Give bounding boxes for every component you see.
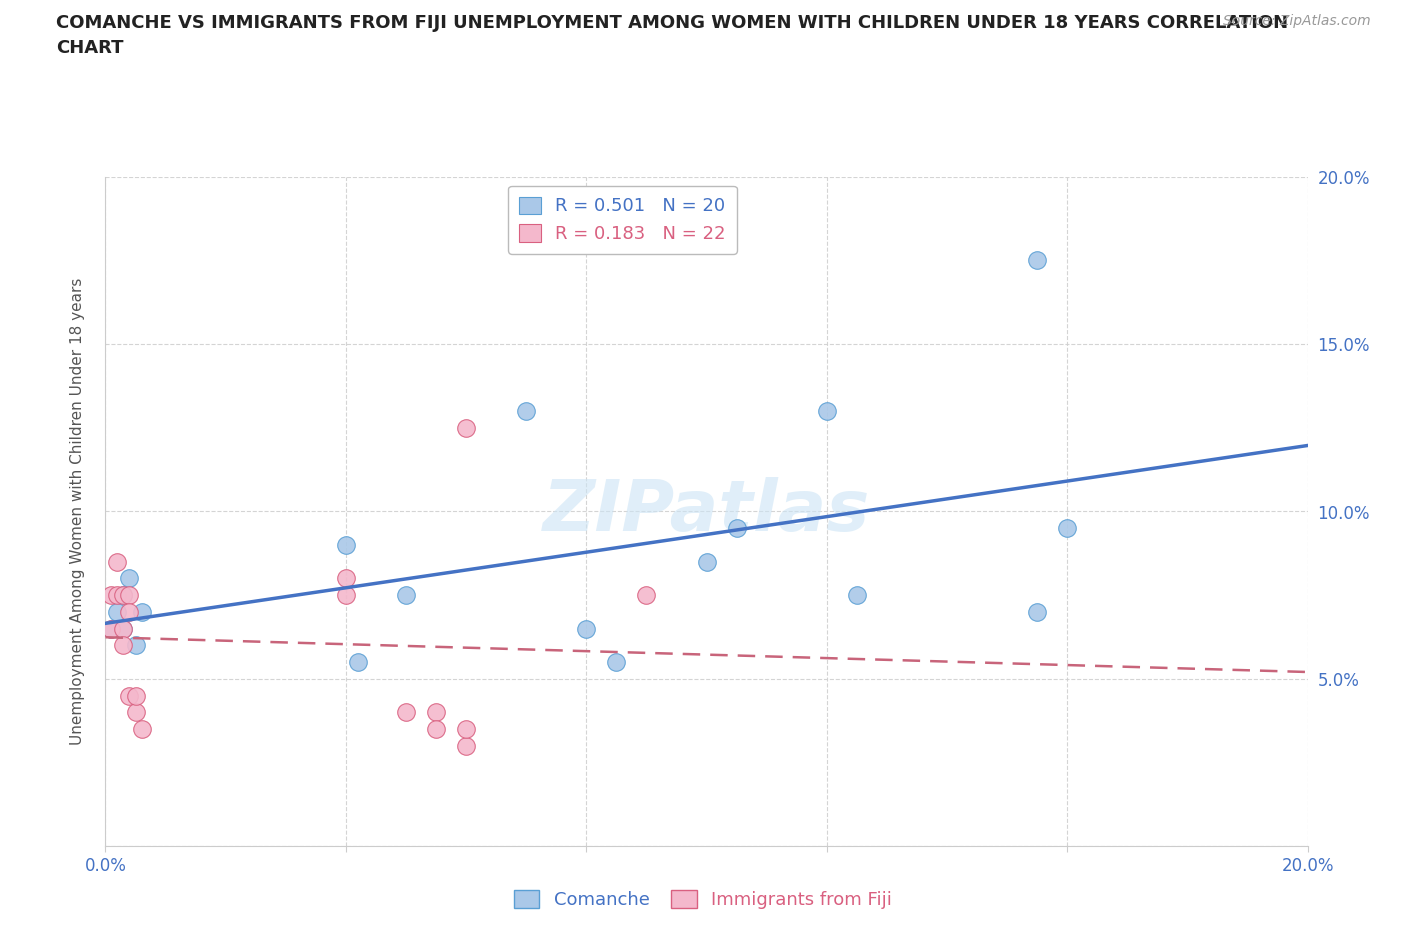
Point xyxy=(118,571,141,586)
Text: ZIPatlas: ZIPatlas xyxy=(543,477,870,546)
Point xyxy=(124,688,146,703)
Point xyxy=(107,588,129,603)
Point xyxy=(131,604,153,619)
Point xyxy=(1026,604,1049,619)
Point xyxy=(454,738,477,753)
Point xyxy=(112,588,135,603)
Point xyxy=(1026,253,1049,268)
Point xyxy=(815,404,838,418)
Point xyxy=(112,638,135,653)
Point xyxy=(124,705,146,720)
Point xyxy=(395,705,418,720)
Point xyxy=(335,588,357,603)
Point xyxy=(636,588,658,603)
Point xyxy=(425,705,447,720)
Point xyxy=(118,588,141,603)
Point xyxy=(605,655,627,670)
Point xyxy=(1056,521,1078,536)
Point xyxy=(107,554,129,569)
Point xyxy=(515,404,537,418)
Point xyxy=(335,571,357,586)
Point xyxy=(454,722,477,737)
Point xyxy=(100,621,122,636)
Point xyxy=(845,588,868,603)
Point xyxy=(335,538,357,552)
Point xyxy=(725,521,748,536)
Point xyxy=(100,621,122,636)
Point xyxy=(107,604,129,619)
Point xyxy=(118,604,141,619)
Point xyxy=(112,621,135,636)
Point xyxy=(425,722,447,737)
Point xyxy=(696,554,718,569)
Point xyxy=(575,621,598,636)
Point xyxy=(100,588,122,603)
Text: Source: ZipAtlas.com: Source: ZipAtlas.com xyxy=(1223,14,1371,28)
Point xyxy=(131,722,153,737)
Point xyxy=(124,638,146,653)
Point xyxy=(454,420,477,435)
Point xyxy=(112,621,135,636)
Legend: R = 0.501   N = 20, R = 0.183   N = 22: R = 0.501 N = 20, R = 0.183 N = 22 xyxy=(508,186,737,254)
Text: CHART: CHART xyxy=(56,39,124,57)
Y-axis label: Unemployment Among Women with Children Under 18 years: Unemployment Among Women with Children U… xyxy=(70,278,84,745)
Point xyxy=(118,688,141,703)
Point xyxy=(395,588,418,603)
Text: COMANCHE VS IMMIGRANTS FROM FIJI UNEMPLOYMENT AMONG WOMEN WITH CHILDREN UNDER 18: COMANCHE VS IMMIGRANTS FROM FIJI UNEMPLO… xyxy=(56,14,1288,32)
Point xyxy=(347,655,370,670)
Point xyxy=(112,588,135,603)
Legend: Comanche, Immigrants from Fiji: Comanche, Immigrants from Fiji xyxy=(506,884,900,916)
